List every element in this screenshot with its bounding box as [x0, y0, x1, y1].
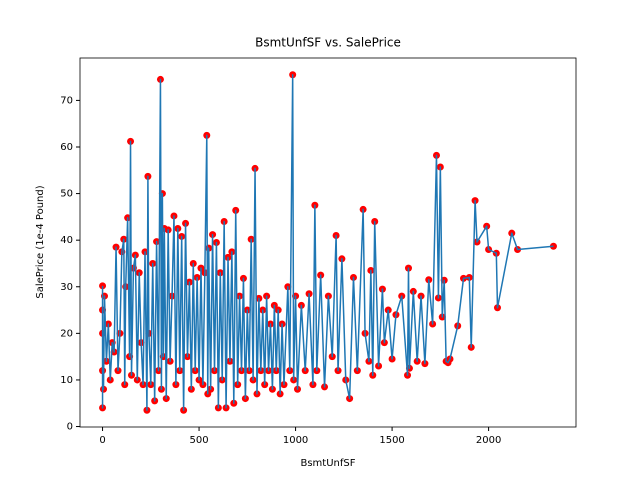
y-tick-label: 60	[60, 142, 73, 153]
x-tick-label: 1500	[379, 435, 404, 446]
point	[549, 242, 557, 250]
x-tick-label: 2000	[476, 435, 501, 446]
chart-title: BsmtUnfSF vs. SalePrice	[255, 36, 401, 50]
line	[101, 74, 554, 411]
y-tick-label: 70	[60, 95, 73, 106]
y-tick-label: 40	[60, 235, 73, 246]
y-tick-label: 20	[60, 328, 73, 339]
x-axis-label: BsmtUnfSF	[300, 458, 355, 469]
x-tick-label: 1000	[283, 435, 308, 446]
plot-frame	[79, 57, 577, 428]
y-axis-label: SalePrice (1e-4 Pound)	[35, 185, 46, 298]
y-tick-label: 0	[67, 422, 73, 433]
y-tick-label: 30	[60, 282, 73, 293]
y-tick-label: 50	[60, 189, 73, 200]
y-tick-label: 10	[60, 375, 73, 386]
x-tick-label: 500	[190, 435, 209, 446]
x-tick-label: 0	[99, 435, 105, 446]
point	[99, 282, 107, 290]
